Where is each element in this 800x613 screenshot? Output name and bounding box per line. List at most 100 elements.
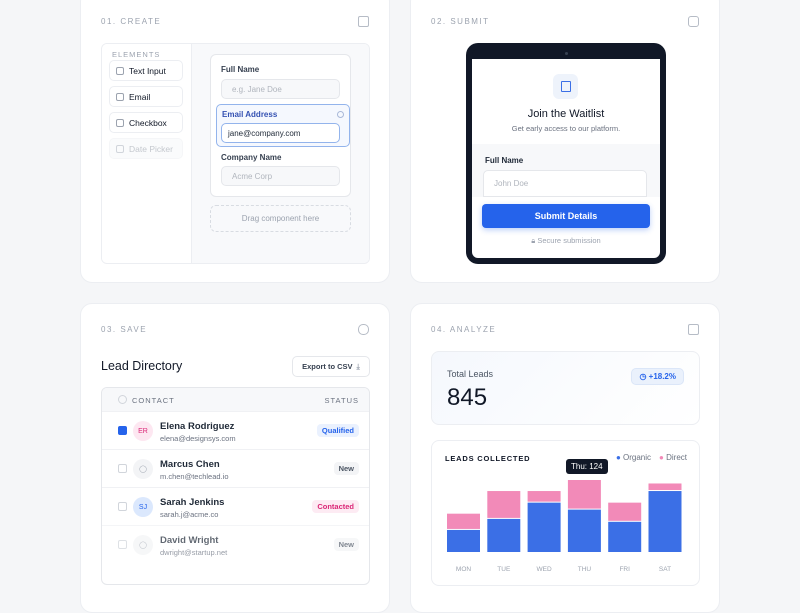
status-badge: New xyxy=(333,462,359,475)
analyze-card: 04. ANALYZE Total Leads 845 ◷ +18.2% LEA… xyxy=(410,303,720,613)
dropzone[interactable]: Drag component here xyxy=(210,205,351,232)
bar-direct-fri[interactable] xyxy=(608,502,642,521)
mail-icon xyxy=(116,92,124,101)
field-label: Company Name xyxy=(221,153,282,162)
full-name-input[interactable]: e.g. Jane Doe xyxy=(221,79,340,99)
total-leads-panel: Total Leads 845 ◷ +18.2% xyxy=(431,351,700,425)
bar-direct-tue[interactable] xyxy=(487,491,521,518)
database-icon xyxy=(358,324,369,335)
element-label: Email xyxy=(129,91,151,102)
stacked-bar-chart: MON TUE WED THU FRI SAT xyxy=(447,480,682,573)
element-email[interactable]: Email xyxy=(109,86,183,107)
field-label: Full Name xyxy=(485,156,524,165)
form-preview: Full Name e.g. Jane Doe Email Address ja… xyxy=(210,54,351,197)
bar-chart-icon xyxy=(688,324,699,335)
avatar: ER xyxy=(133,421,153,441)
contact-name: Sarah Jenkins xyxy=(160,497,225,508)
change-value: +18.2% xyxy=(648,372,676,381)
text-input-icon xyxy=(116,66,124,75)
legend-label: Organic xyxy=(623,453,652,462)
contact-name: Marcus Chen xyxy=(160,459,220,470)
row-checkbox-checked[interactable] xyxy=(118,426,127,435)
contact-email: elena@designsys.com xyxy=(160,434,236,443)
status-badge: New xyxy=(333,538,359,551)
submit-card: 02. SUBMIT Join the Waitlist Get early a… xyxy=(410,0,720,283)
bar-organic-wed[interactable] xyxy=(527,502,561,552)
table-row[interactable]: ◯ Marcus Chen m.chen@techlead.io New xyxy=(102,449,369,487)
x-tick-label: TUE xyxy=(497,566,511,573)
bar-direct-thu[interactable] xyxy=(567,480,601,509)
tablet-frame: Join the Waitlist Get early access to ou… xyxy=(466,43,666,264)
bar-organic-fri[interactable] xyxy=(608,521,642,552)
waitlist-subtitle: Get early access to our platform. xyxy=(511,124,621,133)
email-input[interactable]: jane@company.com xyxy=(221,123,340,143)
secure-note: 🔒︎ Secure submission xyxy=(472,236,660,246)
element-label: Date Picker xyxy=(129,143,173,154)
contact-name: Elena Rodriguez xyxy=(160,421,235,432)
element-checkbox[interactable]: Checkbox xyxy=(109,112,183,133)
table-row[interactable]: ER Elena Rodriguez elena@designsys.com Q… xyxy=(102,411,369,449)
step-label: 01. CREATE xyxy=(101,17,162,26)
total-leads-label: Total Leads xyxy=(447,369,494,379)
elements-heading: ELEMENTS xyxy=(112,50,161,59)
user-icon: ◯ xyxy=(133,535,153,555)
total-leads-value: 845 xyxy=(447,384,488,411)
bar-organic-tue[interactable] xyxy=(487,518,521,552)
full-name-input[interactable]: John Doe xyxy=(483,170,647,197)
email-field-selected[interactable]: Email Address jane@company.com xyxy=(216,104,350,147)
step-label: 03. SAVE xyxy=(101,325,148,334)
export-label: Export to CSV xyxy=(302,362,353,371)
x-tick-label: SAT xyxy=(659,566,671,573)
bar-direct-wed[interactable] xyxy=(527,491,561,502)
export-csv-button[interactable]: Export to CSV ⤓ xyxy=(292,356,370,377)
column-contact: CONTACT xyxy=(132,396,175,405)
download-icon: ⤓ xyxy=(356,361,360,371)
checkbox-icon xyxy=(116,118,124,127)
bar-organic-thu[interactable] xyxy=(567,509,601,552)
contact-email: sarah.j@acme.co xyxy=(160,510,219,519)
company-input[interactable]: Acme Corp xyxy=(221,166,340,186)
bar-direct-sat[interactable] xyxy=(648,483,682,491)
monitor-icon xyxy=(688,16,699,27)
bar-direct-mon[interactable] xyxy=(447,513,480,529)
legend-label: Direct xyxy=(666,453,687,462)
table-row[interactable]: SJ Sarah Jenkins sarah.j@acme.co Contact… xyxy=(102,487,369,525)
lock-icon: 🔒︎ xyxy=(531,236,538,245)
table-header: CONTACT STATUS xyxy=(102,388,369,411)
row-checkbox[interactable] xyxy=(118,540,127,549)
bar-organic-sat[interactable] xyxy=(648,491,682,552)
change-badge: ◷ +18.2% xyxy=(631,368,684,385)
step-label: 04. ANALYZE xyxy=(431,325,497,334)
user-icon: ◯ xyxy=(133,459,153,479)
bar-organic-mon[interactable] xyxy=(447,529,480,552)
settings-icon[interactable] xyxy=(337,111,344,118)
element-text-input[interactable]: Text Input xyxy=(109,60,183,81)
element-label: Checkbox xyxy=(129,117,167,128)
status-badge: Contacted xyxy=(312,500,359,513)
column-status: STATUS xyxy=(324,396,359,405)
elements-sidebar: ELEMENTS Text Input Email Checkbox Date … xyxy=(102,44,192,263)
create-card: 01. CREATE ELEMENTS Text Input Email Che… xyxy=(80,0,390,283)
field-label: Email Address xyxy=(222,110,278,119)
save-card: 03. SAVE Lead Directory Export to CSV ⤓ C… xyxy=(80,303,390,613)
leads-table: CONTACT STATUS ER Elena Rodriguez elena@… xyxy=(101,387,370,585)
x-tick-label: FRI xyxy=(619,566,630,573)
contact-name: David Wright xyxy=(160,535,219,546)
row-checkbox[interactable] xyxy=(118,502,127,511)
row-checkbox[interactable] xyxy=(118,464,127,473)
select-all-checkbox[interactable] xyxy=(118,395,127,404)
table-row[interactable]: ◯ David Wright dwright@startup.net New xyxy=(102,525,369,563)
leads-chart-panel: LEADS COLLECTED ● Organic ● Direct Thu: … xyxy=(431,440,700,586)
secure-text: Secure submission xyxy=(537,236,601,245)
element-date-picker[interactable]: Date Picker xyxy=(109,138,183,159)
step-label: 02. SUBMIT xyxy=(431,17,490,26)
trend-icon: ◷ xyxy=(639,372,649,381)
calendar-icon xyxy=(116,144,124,153)
legend-direct: ● Direct xyxy=(659,453,687,462)
x-tick-label: THU xyxy=(578,566,592,573)
chart-tooltip: Thu: 124 xyxy=(566,459,608,474)
edit-icon[interactable] xyxy=(358,16,369,27)
submit-details-button[interactable]: Submit Details xyxy=(482,204,650,228)
chart-legend: ● Organic ● Direct xyxy=(616,453,687,462)
tablet-screen: Join the Waitlist Get early access to ou… xyxy=(472,59,660,258)
